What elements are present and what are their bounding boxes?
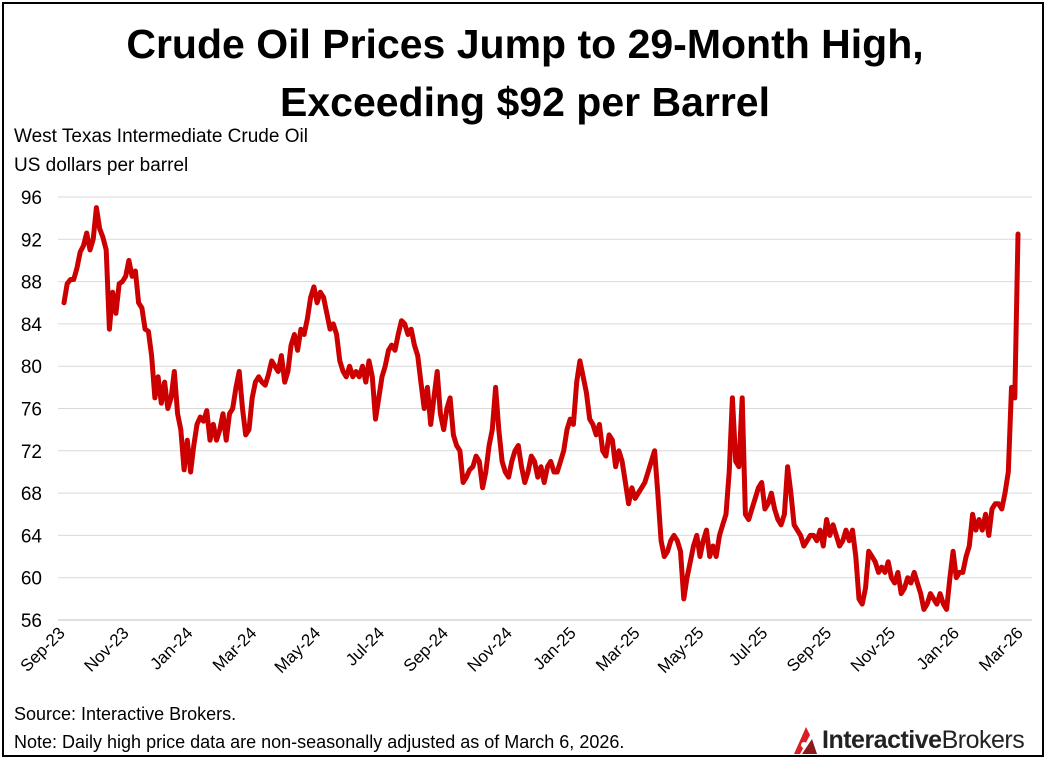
interactive-brokers-logo: Interactive Brokers	[792, 722, 1025, 758]
source-note: Source: Interactive Brokers.	[14, 704, 237, 724]
x-tick-label: Sep-25	[783, 623, 835, 675]
x-tick-label: May-25	[654, 623, 708, 677]
logo-text-brokers: Brokers	[941, 725, 1025, 754]
y-tick-label: 56	[21, 611, 42, 632]
y-tick-label: 64	[21, 526, 43, 547]
x-axis-tick-labels: Sep-23 Nov-23 Jan-24 Mar-24 May-24 Jul-24 Sep-…	[17, 623, 1027, 677]
x-tick-label: Nov-24	[464, 623, 516, 675]
chart-title-line-2: Exceeding $92 per Barrel	[280, 79, 770, 125]
x-tick-label: Jul-24	[342, 623, 388, 669]
x-tick-label: Mar-24	[209, 623, 261, 675]
x-tick-label: Nov-25	[847, 623, 899, 675]
y-tick-label: 80	[21, 357, 42, 378]
y-tick-label: 96	[21, 188, 42, 209]
x-tick-label: May-24	[271, 623, 325, 677]
data-note: Note: Daily high price data are non-seas…	[14, 732, 625, 752]
x-tick-label: Jan-25	[530, 623, 580, 673]
y-tick-label: 60	[21, 569, 42, 590]
gridlines	[58, 196, 1032, 621]
chart-subtitle-series: West Texas Intermediate Crude Oil	[14, 126, 308, 147]
y-tick-label: 72	[21, 442, 42, 463]
interactive-brokers-logo-icon	[794, 727, 817, 754]
x-tick-label: Jan-26	[913, 623, 963, 673]
y-tick-label: 84	[21, 315, 43, 336]
chart-subtitle-units: US dollars per barrel	[14, 155, 189, 176]
series-group	[61, 205, 1021, 612]
y-tick-label: 92	[21, 230, 42, 251]
series-line-wti	[61, 205, 1021, 612]
x-tick-label: Jul-25	[725, 623, 771, 669]
x-tick-label: Mar-26	[975, 623, 1027, 675]
logo-text-interactive: Interactive	[822, 725, 942, 754]
y-tick-label: 76	[21, 400, 42, 421]
chart-title-line-1: Crude Oil Prices Jump to 29-Month High,	[126, 21, 924, 67]
y-tick-label: 68	[21, 484, 42, 505]
x-tick-label: Jan-24	[146, 623, 196, 673]
y-axis-tick-labels: 56 60 64 68 72 76 80 84 88 92 96	[21, 188, 43, 632]
y-tick-label: 88	[21, 273, 42, 294]
x-tick-label: Mar-25	[592, 623, 644, 675]
x-tick-label: Sep-24	[400, 623, 452, 675]
x-tick-label: Nov-23	[81, 623, 133, 675]
